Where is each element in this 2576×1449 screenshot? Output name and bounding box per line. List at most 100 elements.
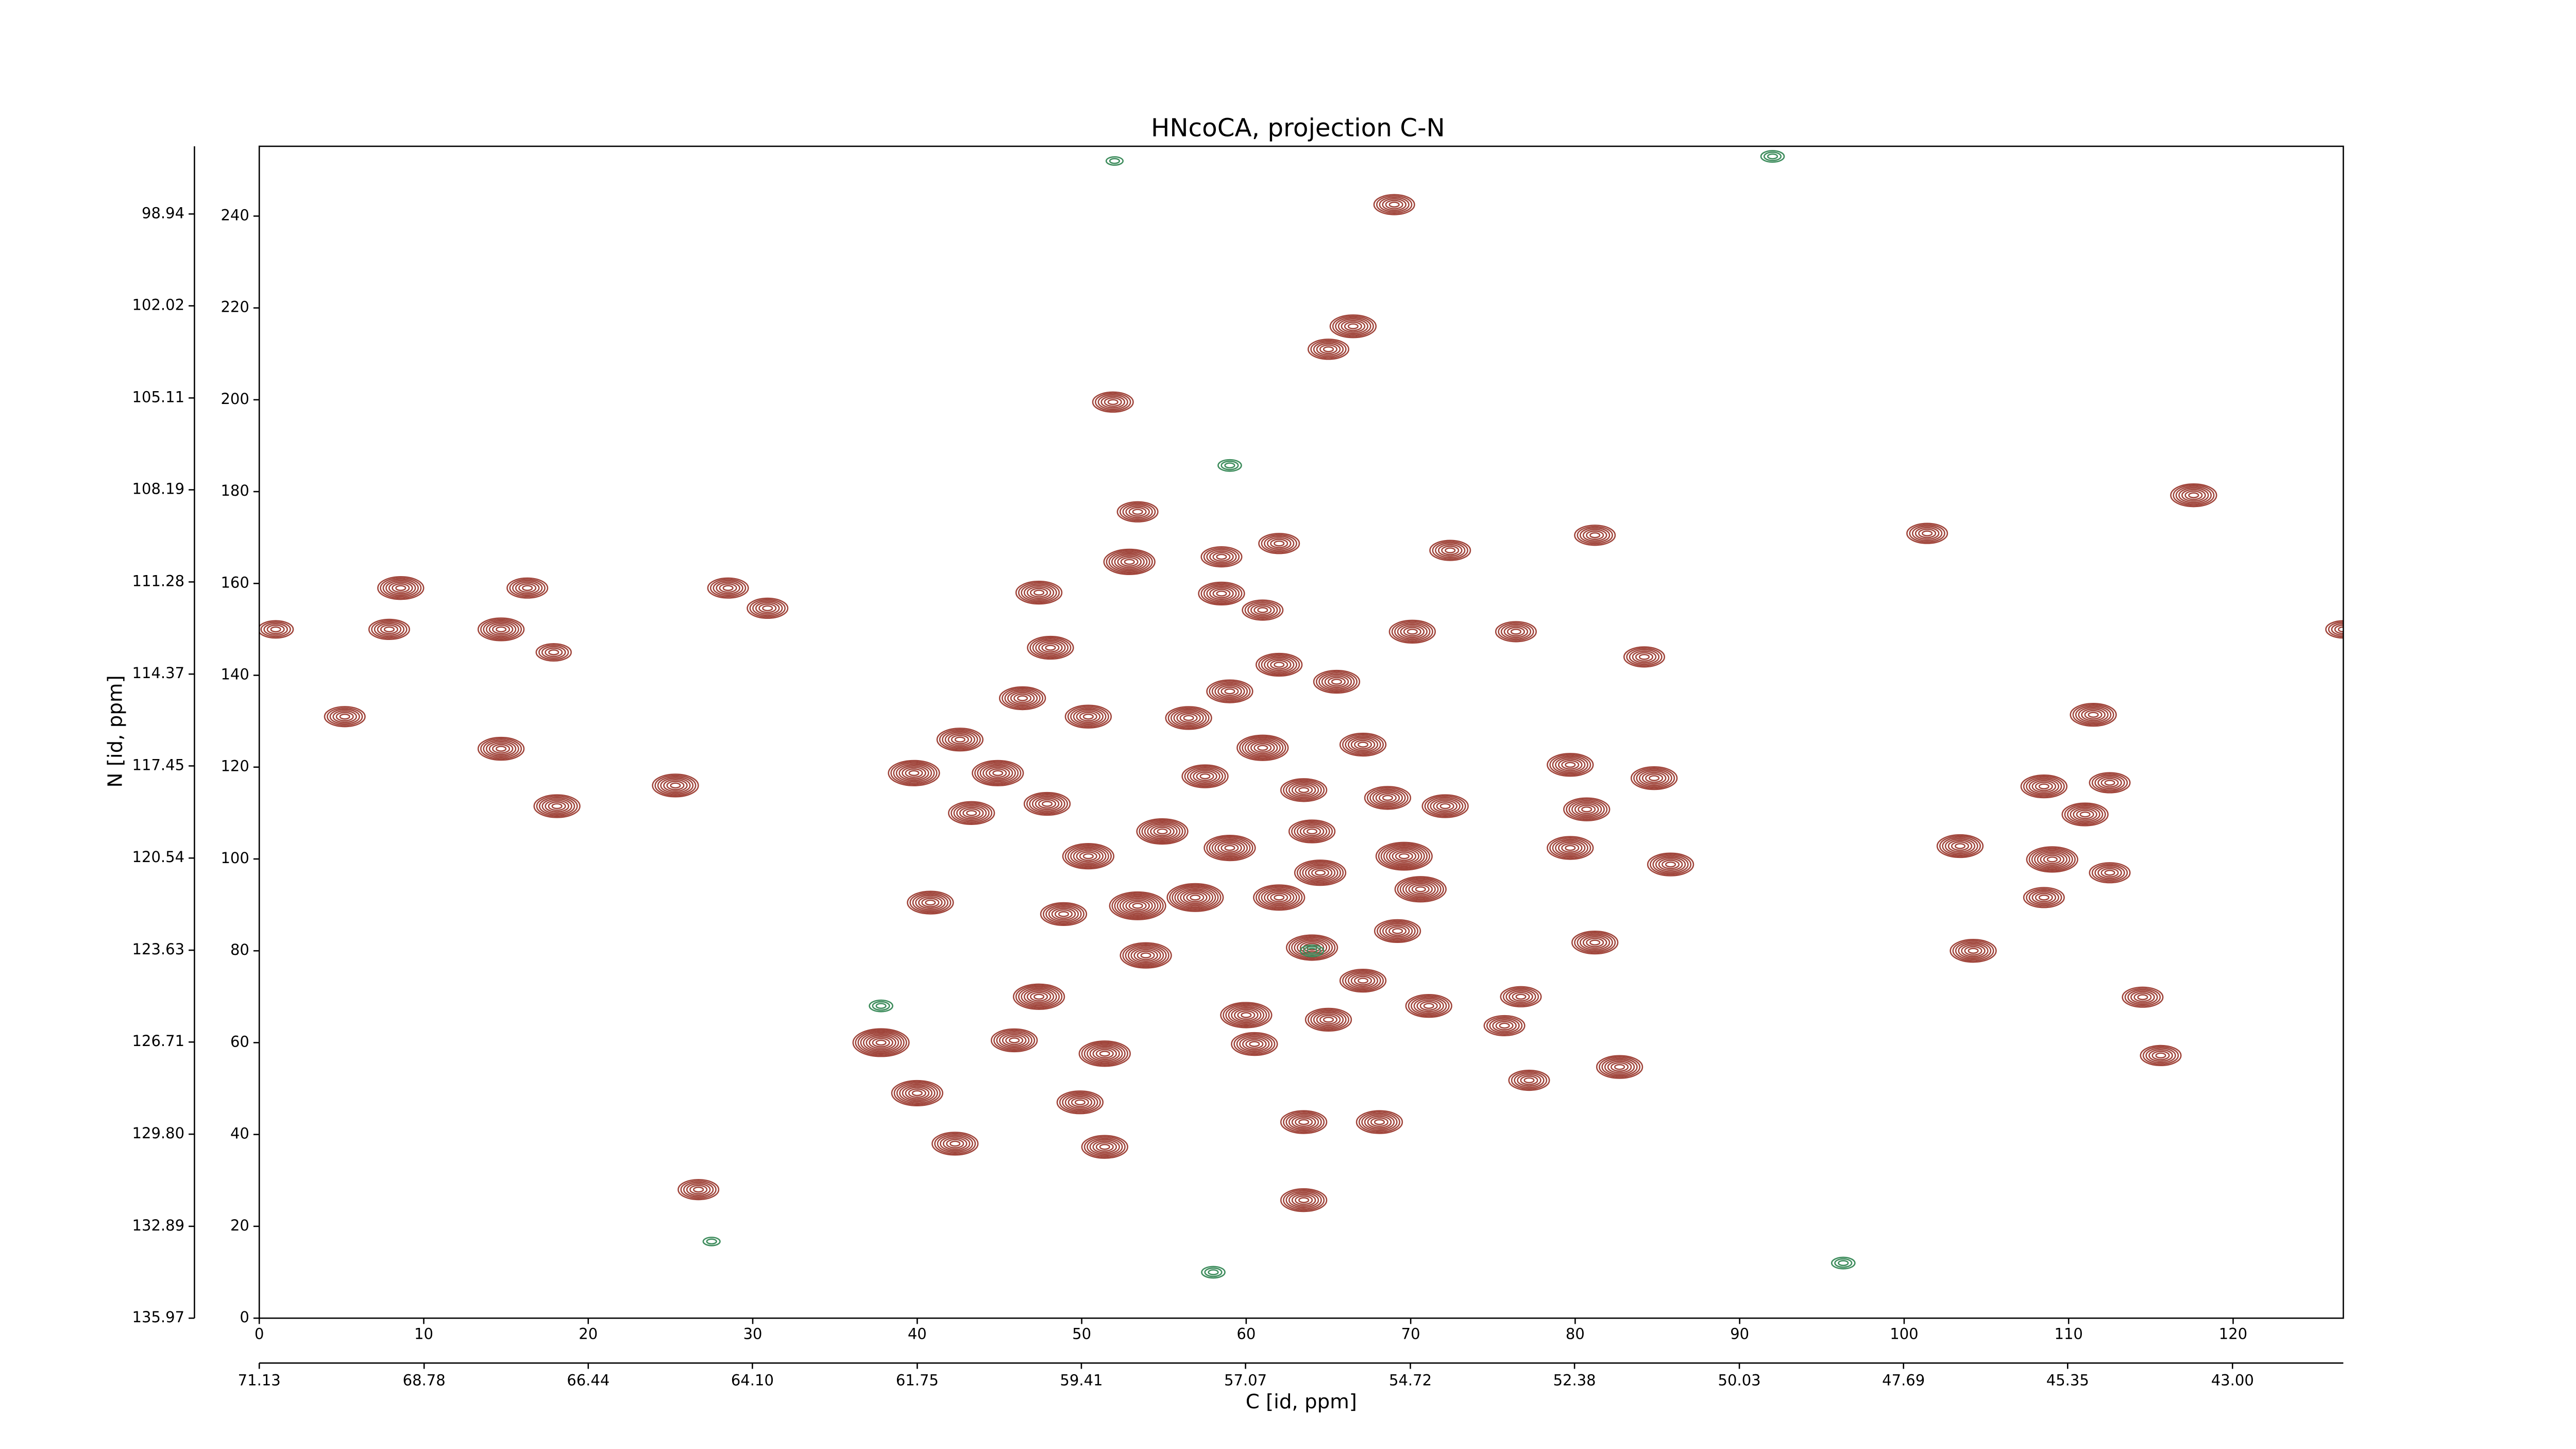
contour-ring: [1035, 639, 1066, 656]
contour-ring: [686, 1183, 711, 1196]
contour-ring: [747, 597, 789, 619]
contour-ring: [1392, 928, 1403, 934]
contour-ring: [1099, 1050, 1110, 1057]
contour-ring: [1209, 550, 1234, 563]
contour-ring: [872, 1001, 890, 1011]
contour-ring: [1231, 1007, 1262, 1023]
contour-ring: [966, 810, 977, 816]
contour-ring: [1032, 638, 1069, 658]
contour-ring: [1342, 970, 1384, 991]
peak: [1181, 764, 1229, 788]
peak: [1217, 459, 1242, 472]
contour-ring: [538, 797, 575, 816]
peak: [1574, 525, 1616, 546]
contour-ring: [1578, 804, 1596, 815]
contour-ring: [2137, 994, 2148, 1001]
contour-ring: [1942, 837, 1978, 855]
contour-ring: [2151, 1051, 2170, 1060]
contour-ring: [1294, 822, 1330, 841]
contour-ring: [2035, 892, 2053, 903]
y-tick-label: 40: [230, 1125, 249, 1142]
contour-ring: [1552, 838, 1589, 857]
contour-ring: [1239, 736, 1286, 760]
contour-ring: [1198, 581, 1245, 606]
contour-ring: [937, 1134, 973, 1153]
peak: [1136, 818, 1189, 845]
contour-ring: [1117, 555, 1142, 568]
contour-ring: [1095, 1049, 1114, 1059]
contour-ring: [1357, 978, 1369, 984]
peak: [652, 773, 699, 798]
contour-ring: [1512, 991, 1530, 1002]
contour-ring: [722, 585, 734, 592]
contour-ring: [1245, 1039, 1264, 1049]
x2-tick-label: 57.07: [1224, 1372, 1267, 1389]
contour-ring: [368, 618, 410, 641]
contour-ring: [1023, 584, 1055, 601]
peak: [677, 1178, 720, 1201]
peak: [1571, 930, 1619, 955]
contour-ring: [899, 765, 929, 781]
contour-ring: [940, 1136, 971, 1152]
peak: [1547, 836, 1594, 860]
contour-ring: [2026, 777, 2062, 796]
contour-ring: [1574, 803, 1599, 816]
contour-ring: [1041, 643, 1060, 653]
contour-ring: [762, 605, 773, 612]
contour-ring: [2026, 888, 2062, 907]
contour-ring: [1337, 318, 1369, 334]
peak: [2122, 986, 2164, 1008]
contour-ring: [1405, 881, 1436, 898]
contour-ring: [1048, 906, 1079, 922]
contour-ring: [1382, 795, 1394, 801]
contour-ring: [1392, 850, 1417, 863]
contour-ring: [1310, 1010, 1347, 1029]
contour-ring: [1601, 1057, 1638, 1076]
contour-ring: [1266, 537, 1292, 550]
contour-ring: [1318, 672, 1355, 691]
contour-ring: [1557, 758, 1583, 771]
contour-ring: [1228, 1005, 1265, 1024]
contour-ring: [1313, 669, 1361, 694]
contour-ring: [1056, 1090, 1104, 1115]
contour-ring: [1236, 1035, 1273, 1054]
y2-tick-label: 129.80: [132, 1124, 185, 1142]
contour-ring: [1288, 819, 1336, 844]
contour-ring: [1111, 892, 1164, 919]
contour-ring: [2133, 992, 2152, 1002]
contour-ring: [660, 778, 691, 794]
contour-ring: [1100, 395, 1126, 409]
contour-ring: [1520, 1075, 1538, 1085]
contour-ring: [1353, 739, 1372, 750]
peak: [1307, 339, 1350, 360]
contour-ring: [1209, 681, 1251, 702]
contour-ring: [857, 1031, 905, 1055]
contour-ring: [1209, 587, 1234, 600]
contour-ring: [1103, 548, 1156, 576]
contour-ring: [1013, 693, 1032, 703]
contour-ring: [1416, 999, 1442, 1013]
contour-ring: [2089, 862, 2131, 884]
contour-ring: [1089, 1139, 1120, 1155]
contour-ring: [1582, 529, 1607, 542]
chart-title: HNcoCA, projection C-N: [1151, 114, 1445, 143]
contour-ring: [1377, 920, 1419, 942]
contour-ring: [1623, 646, 1666, 668]
contour-ring: [2020, 774, 2067, 799]
contour-ring: [1563, 797, 1611, 821]
peak: [1256, 652, 1303, 677]
contour-ring: [1950, 939, 1997, 963]
peak: [1280, 1110, 1328, 1134]
peak: [1280, 778, 1328, 802]
contour-ring: [1029, 637, 1072, 659]
contour-ring: [1374, 1119, 1385, 1125]
contour-ring: [1647, 852, 1694, 877]
contour-ring: [758, 603, 777, 613]
peak: [1027, 635, 1074, 660]
contour-ring: [1125, 505, 1150, 518]
contour-ring: [1355, 1110, 1403, 1134]
contour-ring: [663, 779, 688, 792]
contour-ring: [1510, 628, 1522, 635]
peak: [1242, 599, 1284, 621]
contour-ring: [1183, 891, 1208, 904]
